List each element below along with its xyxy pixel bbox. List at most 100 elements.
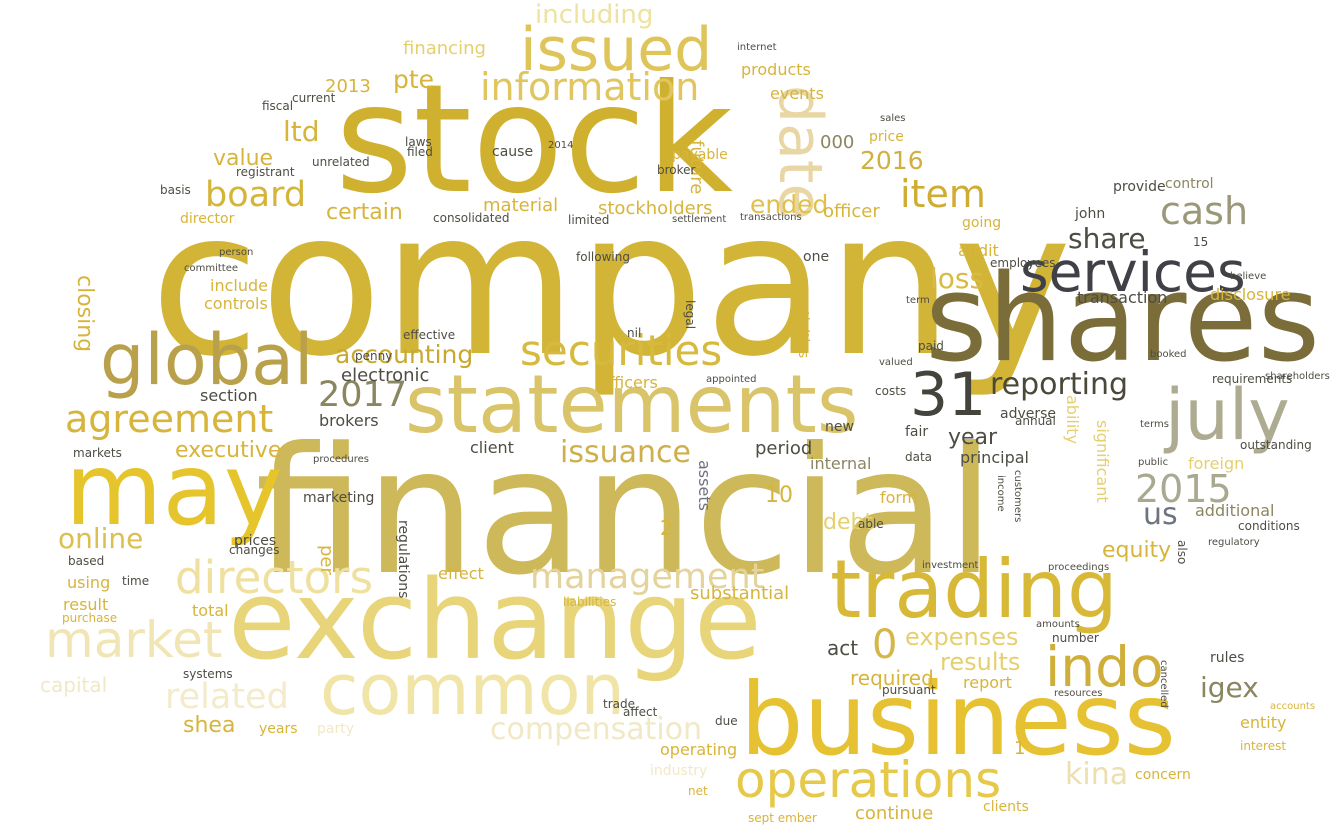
cloud-word: paid	[918, 339, 944, 353]
cloud-word: new	[825, 419, 854, 435]
cloud-word: operations	[735, 751, 1002, 809]
cloud-word: executive	[175, 438, 282, 463]
cloud-word: ended	[750, 190, 829, 219]
cloud-word: securities	[520, 326, 723, 375]
cloud-word: control	[1165, 176, 1214, 192]
cloud-word: valued	[879, 357, 913, 368]
cloud-word: 2	[660, 516, 673, 540]
cloud-word: transactions	[740, 212, 802, 223]
cloud-word: shares	[925, 250, 1321, 389]
cloud-word: capital	[40, 673, 108, 697]
cloud-word: brokers	[319, 411, 379, 430]
cloud-word: trade	[603, 697, 635, 711]
cloud-word: board	[205, 175, 307, 215]
cloud-word: market	[45, 611, 223, 669]
cloud-word: 2014	[548, 140, 574, 151]
cloud-word: accounting	[335, 340, 474, 369]
cloud-word: current	[292, 91, 336, 105]
cloud-word: systems	[183, 667, 233, 681]
cloud-word: basis	[160, 183, 191, 197]
cloud-word: term	[906, 295, 930, 306]
cloud-word: period	[755, 438, 813, 459]
cloud-word: share	[1068, 222, 1146, 255]
cloud-word: additional	[1195, 501, 1275, 520]
cloud-word: accounts	[1270, 701, 1316, 712]
cloud-word: regulations	[395, 520, 411, 599]
cloud-word: equity	[1102, 538, 1172, 563]
cloud-word: indo	[1045, 635, 1164, 699]
cloud-word: booked	[1150, 349, 1187, 360]
cloud-word: using	[67, 573, 111, 592]
cloud-word: effect	[438, 564, 484, 583]
cloud-word: 10	[765, 483, 793, 508]
cloud-word: laws	[405, 135, 432, 149]
cloud-word: settlement	[672, 214, 727, 225]
cloud-word: industry	[650, 763, 708, 779]
cloud-word: value	[213, 146, 274, 171]
cloud-word: principal	[960, 448, 1029, 467]
cloud-word: time	[122, 574, 150, 588]
cloud-word: employees	[990, 256, 1056, 270]
cloud-word: sales	[880, 113, 906, 124]
cloud-word: continue	[855, 803, 934, 824]
cloud-word: legal	[683, 300, 697, 330]
cloud-word: issuance	[560, 435, 691, 470]
cloud-word: fair	[905, 424, 929, 440]
cloud-word: limited	[568, 213, 610, 227]
cloud-word: filed	[407, 145, 433, 159]
cloud-word: item	[900, 172, 986, 216]
cloud-word: compensation	[490, 712, 703, 747]
cloud-word: changes	[229, 543, 280, 557]
cloud-word: results	[940, 648, 1021, 676]
cloud-word: electronic	[341, 365, 430, 386]
cloud-word: closing	[72, 275, 97, 353]
cloud-word: one	[803, 249, 830, 265]
cloud-word: net	[688, 784, 708, 798]
cloud-word: assets	[695, 460, 714, 511]
cloud-word: customers	[1012, 470, 1023, 523]
cloud-word: shareholders	[1265, 371, 1330, 382]
cloud-word: information	[480, 65, 700, 109]
cloud-word: broker	[657, 163, 696, 177]
cloud-word: due	[715, 714, 738, 728]
cloud-word: also	[1175, 540, 1189, 565]
cloud-word: common	[320, 649, 625, 731]
cloud-word: person	[219, 247, 254, 258]
cloud-word: cancelled	[1158, 660, 1169, 708]
cloud-word: issued	[520, 15, 713, 85]
cloud-word: concern	[1135, 767, 1191, 783]
cloud-word: 0	[872, 622, 898, 668]
cloud-word: significant	[1093, 420, 1112, 503]
cloud-word: form	[880, 488, 918, 507]
cloud-word: regulatory	[1208, 537, 1260, 548]
cloud-word: related	[165, 677, 289, 717]
cloud-word: based	[68, 554, 105, 568]
cloud-word: markets	[73, 446, 122, 460]
cloud-word: affect	[623, 705, 658, 719]
cloud-word: activities	[795, 295, 811, 359]
cloud-word: including	[535, 0, 654, 30]
cloud-word: business	[740, 661, 1176, 778]
cloud-word: audit	[958, 241, 999, 260]
cloud-word: reporting	[990, 367, 1129, 402]
cloud-word: services	[1020, 240, 1246, 304]
cloud-word: believe	[1230, 271, 1267, 282]
cloud-word: foreign	[1188, 454, 1245, 473]
cloud-word: 31	[910, 360, 987, 430]
cloud-word: clients	[983, 799, 1029, 815]
cloud-word: price	[869, 129, 904, 145]
cloud-word: controls	[204, 294, 268, 313]
cloud-word: 2016	[860, 146, 924, 175]
cloud-word: us	[1143, 497, 1178, 532]
cloud-word: substantial	[690, 583, 790, 604]
cloud-word: debt	[823, 510, 874, 535]
cloud-word: disclosure	[1210, 285, 1291, 304]
cloud-word: ltd	[283, 115, 320, 148]
cloud-word: terms	[1140, 419, 1169, 430]
cloud-word: internet	[737, 42, 777, 53]
cloud-word: consolidated	[433, 211, 510, 225]
cloud-word: entity	[1240, 713, 1287, 732]
cloud-word: year	[948, 425, 998, 450]
cloud-word: years	[259, 721, 298, 737]
cloud-word: requirements	[1212, 372, 1293, 386]
